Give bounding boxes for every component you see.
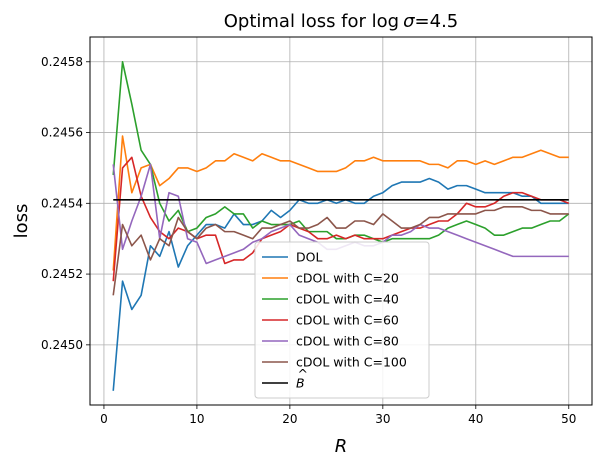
legend-label: cDOL with C=20 [296, 271, 399, 286]
x-tick-label: 0 [100, 412, 108, 426]
y-tick-label: 0.2456 [41, 126, 83, 140]
title-sigma: σ [403, 11, 415, 32]
y-tick-label: 0.2454 [41, 196, 83, 210]
legend-label: cDOL with C=40 [296, 292, 399, 307]
legend: DOL cDOL with C=20 cDOL with C=40 cDOL with… [254, 241, 430, 399]
legend-label-hat: ^ [298, 366, 308, 381]
x-tick-label: 30 [375, 412, 390, 426]
series-line-1 [112, 135, 569, 271]
grid [90, 37, 592, 405]
x-tick-label: 10 [189, 412, 204, 426]
x-tick-label: 50 [561, 412, 576, 426]
x-tick-label: 20 [282, 412, 297, 426]
y-tick-label: 0.2458 [41, 55, 83, 69]
plot-frame [89, 36, 593, 406]
legend-box [254, 241, 430, 399]
y-tick-label: 0.2450 [41, 338, 83, 352]
title-prefix: Optimal loss for [224, 11, 372, 32]
series-line-0 [112, 177, 569, 391]
x-tick-label: 40 [468, 412, 483, 426]
legend-label: DOL [296, 250, 322, 265]
x-axis-label: R [335, 436, 348, 457]
legend-label: cDOL with C=80 [296, 334, 399, 349]
series-line-2 [112, 60, 570, 244]
legend-label: cDOL with C=100 [296, 355, 407, 370]
y-axis-label: loss [11, 204, 32, 239]
title-suffix: =4.5 [415, 11, 459, 32]
title-log: log [372, 11, 399, 32]
ticks: 0 10 20 30 40 50 0.2450 0.2452 0.2454 0.2456 0.245… [41, 55, 576, 426]
series-layer [112, 60, 570, 391]
y-tick-label: 0.2452 [41, 267, 83, 281]
legend-label: cDOL with C=60 [296, 313, 399, 328]
chart-title: Optimal loss for log σ=4.5 [224, 11, 459, 32]
series-line-5 [112, 206, 569, 296]
legend-label: B [296, 376, 305, 391]
